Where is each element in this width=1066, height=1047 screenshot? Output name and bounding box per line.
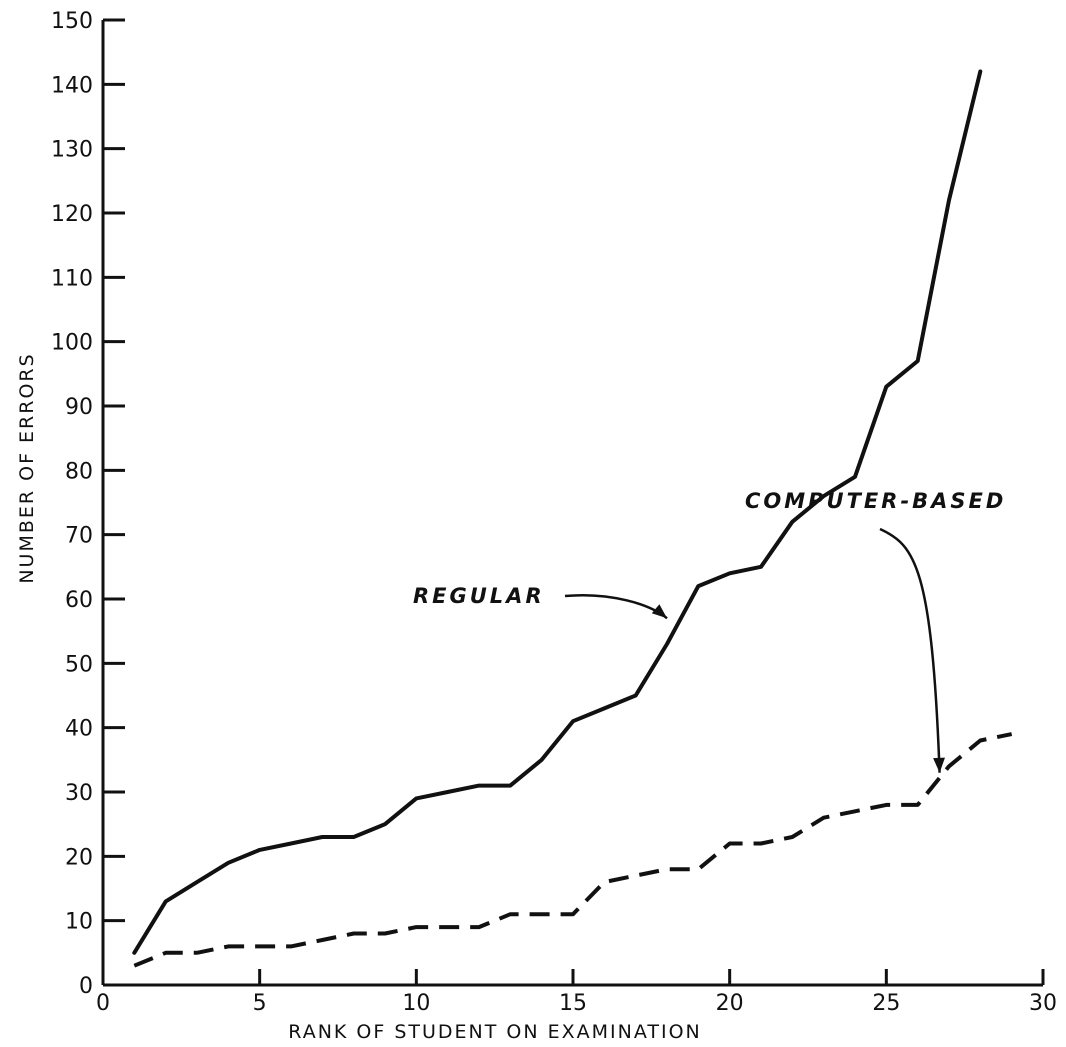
y-tick-label: 0 <box>79 974 93 999</box>
y-tick-label: 10 <box>65 910 93 935</box>
y-tick-label: 50 <box>65 652 93 677</box>
y-tick-label: 20 <box>65 845 93 870</box>
x-tick-label: 15 <box>559 991 587 1016</box>
annotations: REGULAR COMPUTER-BASED <box>413 489 1006 773</box>
annotation-label: COMPUTER-BASED <box>745 489 1006 513</box>
arrowhead-icon <box>651 604 667 619</box>
y-tick-label: 90 <box>65 395 93 420</box>
x-tick-label: 25 <box>872 991 900 1016</box>
x-tick-label: 20 <box>716 991 744 1016</box>
series-line-regular <box>132 69 983 955</box>
y-tick-label: 30 <box>65 781 93 806</box>
y-tick-label: 100 <box>51 331 93 356</box>
y-tick-label: 130 <box>51 138 93 163</box>
series-lines <box>132 69 1013 968</box>
y-tick-label: 40 <box>65 717 93 742</box>
y-axis-label: NUMBER OF ERRORS <box>16 352 38 583</box>
y-tick-label: 140 <box>51 73 93 98</box>
annotation-label: REGULAR <box>413 584 545 608</box>
y-tick-label: 120 <box>51 202 93 227</box>
y-tick-label: 60 <box>65 588 93 613</box>
annotation-arrow <box>879 527 941 773</box>
y-tick-label: 70 <box>65 524 93 549</box>
y-tick-label: 80 <box>65 459 93 484</box>
x-tick-label: 0 <box>96 991 110 1016</box>
x-axis-label: RANK OF STUDENT ON EXAMINATION <box>288 1021 701 1043</box>
arrowhead-icon <box>933 757 945 773</box>
x-tick-label: 30 <box>1029 991 1057 1016</box>
series-line-computer-based <box>133 732 1013 968</box>
annotation-arrow <box>564 594 668 620</box>
x-tick-label: 10 <box>402 991 430 1016</box>
y-tick-label: 110 <box>51 266 93 291</box>
ticks: 0 10 20 30 40 50 60 70 80 90 100 110 120 130 140 150 0 5 1… <box>51 9 1057 1016</box>
y-tick-label: 150 <box>51 9 93 34</box>
x-tick-label: 5 <box>253 991 267 1016</box>
